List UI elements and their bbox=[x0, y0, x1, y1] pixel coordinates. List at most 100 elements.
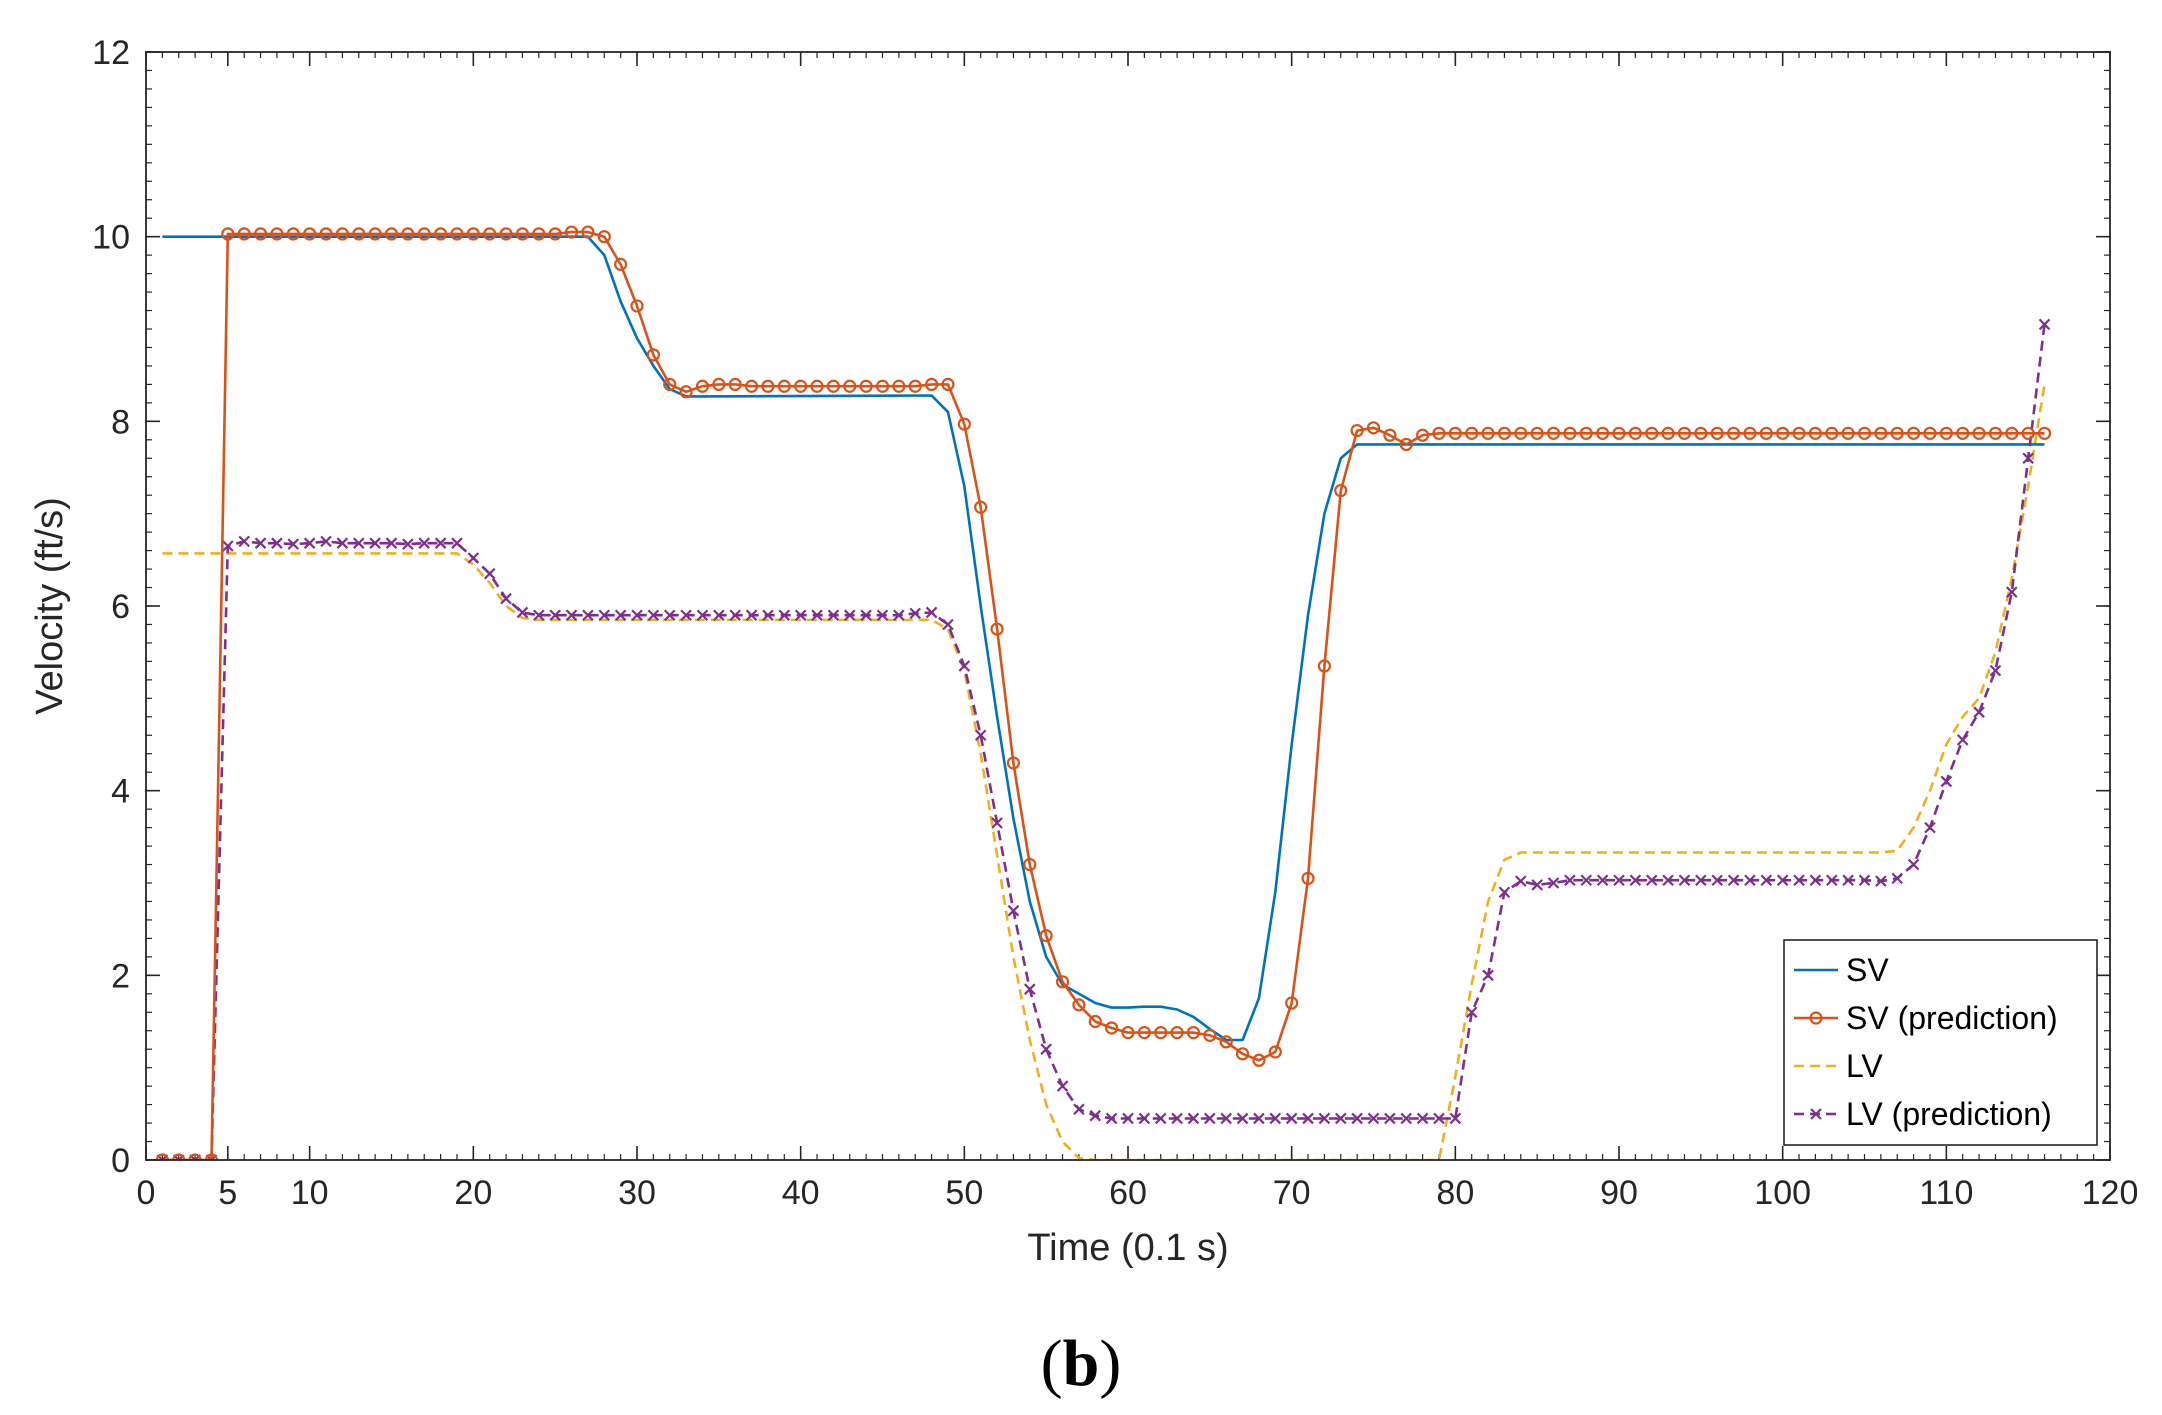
data-point-sv-prediction bbox=[826, 379, 841, 393]
data-point-lv-prediction-stroke-b bbox=[1924, 821, 1936, 834]
y-tick-label: 4 bbox=[111, 773, 130, 811]
data-point-lv-prediction-stroke-b bbox=[762, 609, 774, 622]
data-point-lv-prediction bbox=[1956, 734, 1969, 746]
data-point-lv-prediction bbox=[713, 609, 725, 622]
data-point-sv-prediction bbox=[532, 227, 546, 241]
data-point-sv-prediction bbox=[908, 379, 922, 393]
data-point-lv-prediction bbox=[925, 606, 938, 619]
data-point-lv-prediction-stroke-b bbox=[680, 609, 692, 622]
data-point-lv-prediction bbox=[1662, 874, 1674, 887]
data-point-lv-prediction bbox=[598, 609, 611, 622]
data-point-lv-prediction bbox=[958, 660, 971, 672]
y-axis-label: Velocity (ft/s) bbox=[29, 497, 71, 715]
data-point-sv-prediction bbox=[1072, 998, 1086, 1012]
data-point-sv-prediction bbox=[368, 227, 382, 241]
data-point-lv-prediction bbox=[1596, 874, 1609, 887]
data-point-sv-prediction bbox=[1808, 426, 1823, 440]
data-point-lv-prediction-stroke-b bbox=[303, 537, 316, 549]
data-point-lv-prediction bbox=[729, 609, 741, 622]
legend-box bbox=[1783, 939, 2098, 1146]
data-point-lv-prediction-stroke-b bbox=[287, 538, 300, 550]
data-point-lv-prediction-stroke-b bbox=[1334, 1112, 1347, 1125]
data-point-lv-prediction-stroke-b bbox=[696, 609, 709, 622]
data-point-sv-prediction bbox=[646, 348, 660, 362]
data-point-sv-prediction bbox=[1448, 426, 1462, 440]
data-point-lv-prediction-stroke-b bbox=[1596, 874, 1609, 887]
data-point-lv-prediction bbox=[1613, 874, 1625, 887]
data-point-sv-prediction bbox=[744, 379, 759, 393]
data-point-lv-prediction-stroke-b bbox=[1089, 1109, 1102, 1122]
x-tick-label: 50 bbox=[945, 1174, 983, 1212]
plot-area: 0 5 10 20 30 40 50 60 70 80 90 100 110 120 0 2 4 6 8 10 12 Ti… bbox=[29, 34, 2138, 1269]
data-point-lv-prediction bbox=[1073, 1103, 1085, 1115]
data-point-lv-prediction-stroke-b bbox=[1678, 874, 1691, 887]
data-point-lv-prediction bbox=[1727, 874, 1740, 887]
data-point-sv-prediction bbox=[417, 227, 431, 241]
data-point-lv-prediction-stroke-b bbox=[1367, 1112, 1380, 1125]
data-point-lv-prediction bbox=[1580, 874, 1593, 887]
data-point-lv-prediction-stroke-b bbox=[1285, 1112, 1298, 1125]
legend: SV SV (prediction) LV LV (prediction) bbox=[1783, 939, 2098, 1146]
data-point-lv-prediction bbox=[745, 609, 758, 622]
data-point-sv-prediction bbox=[875, 379, 890, 393]
data-point-lv-prediction bbox=[451, 537, 463, 549]
data-point-lv-prediction bbox=[1760, 874, 1773, 887]
data-point-lv-prediction-stroke-b bbox=[565, 609, 578, 622]
y-tick-label: 2 bbox=[111, 957, 130, 995]
data-point-sv-prediction bbox=[1972, 426, 1986, 440]
data-point-sv-prediction bbox=[155, 1153, 169, 1160]
data-point-lv-prediction bbox=[778, 609, 791, 622]
data-point-sv-prediction bbox=[384, 227, 399, 241]
data-point-lv-prediction bbox=[1793, 874, 1805, 887]
data-point-sv-prediction bbox=[1743, 426, 1757, 440]
data-point-lv-prediction bbox=[320, 535, 332, 548]
data-point-sv-prediction bbox=[1137, 1025, 1151, 1040]
minor-ticks bbox=[145, 51, 2111, 1161]
data-point-lv-prediction bbox=[1040, 1043, 1052, 1055]
data-point-sv-prediction bbox=[2005, 426, 2019, 440]
data-point-sv-prediction bbox=[941, 377, 955, 391]
data-point-lv-prediction-stroke-b bbox=[1727, 874, 1740, 887]
data-point-sv-prediction bbox=[1088, 1014, 1102, 1029]
axes-frame bbox=[145, 51, 2111, 1161]
legend-item-lv: LV bbox=[1794, 1048, 1883, 1084]
data-point-lv-prediction-stroke-b bbox=[647, 609, 660, 622]
data-point-lv-prediction bbox=[565, 609, 578, 622]
data-point-sv-prediction bbox=[1105, 1021, 1119, 1035]
data-point-lv-prediction bbox=[1678, 874, 1691, 887]
data-point-sv-prediction bbox=[1334, 483, 1348, 498]
data-point-lv-prediction-stroke-b bbox=[1400, 1112, 1413, 1125]
data-point-lv-prediction-stroke-b bbox=[1547, 877, 1560, 889]
data-point-lv-prediction bbox=[1711, 874, 1723, 887]
data-point-lv-prediction-stroke-b bbox=[402, 538, 414, 550]
data-point-lv-prediction-stroke-b bbox=[369, 537, 381, 549]
data-point-lv-prediction bbox=[1089, 1109, 1102, 1122]
panel-label-letter: b bbox=[1063, 1327, 1100, 1400]
data-point-sv-prediction bbox=[2021, 426, 2035, 440]
data-point-lv-prediction bbox=[1384, 1112, 1396, 1125]
data-point-sv-prediction bbox=[1514, 426, 1528, 440]
data-point-sv-prediction bbox=[990, 622, 1004, 636]
data-point-sv-prediction bbox=[777, 379, 791, 393]
data-point-sv-prediction bbox=[1596, 426, 1610, 440]
data-point-lv-prediction-stroke-b bbox=[533, 609, 545, 622]
data-point-sv-prediction bbox=[1677, 426, 1692, 440]
data-point-sv-prediction bbox=[728, 377, 742, 391]
data-point-lv-prediction-stroke-b bbox=[1204, 1112, 1216, 1125]
data-point-lv-prediction bbox=[1220, 1112, 1232, 1125]
data-point-lv-prediction bbox=[794, 609, 807, 622]
series-sv bbox=[162, 235, 2045, 1042]
data-point-sv-prediction bbox=[1906, 426, 1921, 440]
data-point-lv-prediction bbox=[1253, 1112, 1265, 1125]
data-point-lv-prediction-stroke-b bbox=[1482, 969, 1494, 982]
data-point-lv-prediction bbox=[991, 817, 1003, 829]
data-point-lv-prediction-stroke-b bbox=[1645, 874, 1658, 887]
data-point-lv-prediction-stroke-b bbox=[598, 609, 611, 622]
data-point-lv-prediction bbox=[647, 609, 660, 622]
data-point-lv-prediction bbox=[876, 609, 889, 622]
data-point-lv-prediction bbox=[1744, 874, 1756, 887]
data-point-lv-prediction bbox=[1122, 1112, 1134, 1125]
data-point-lv-prediction bbox=[516, 606, 529, 619]
data-point-lv-prediction bbox=[1531, 879, 1543, 891]
data-point-lv-prediction-stroke-b bbox=[1613, 874, 1625, 887]
